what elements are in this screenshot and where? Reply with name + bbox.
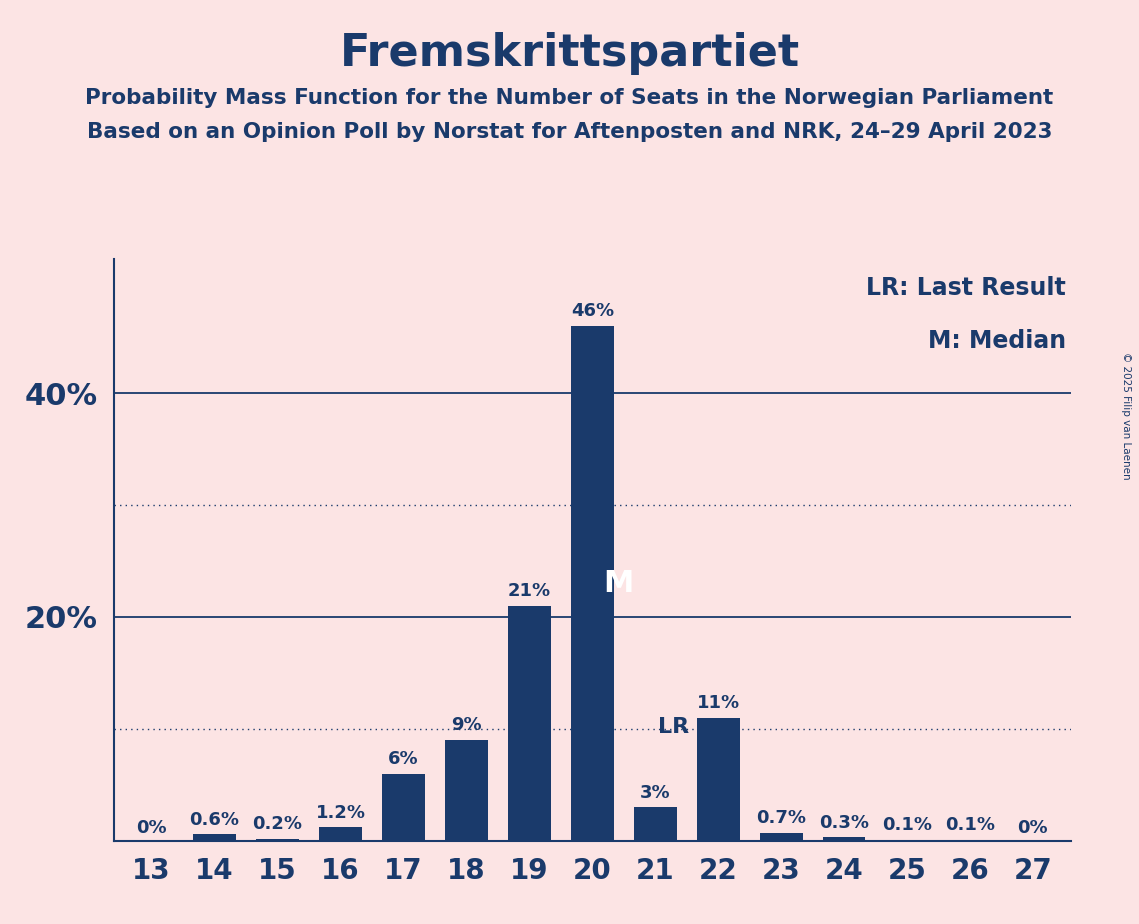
Text: 1.2%: 1.2%	[316, 804, 366, 821]
Bar	[571, 326, 614, 841]
Text: 11%: 11%	[697, 694, 739, 712]
Bar	[382, 773, 425, 841]
Bar	[822, 837, 866, 841]
Bar	[760, 833, 803, 841]
Text: 0%: 0%	[1017, 819, 1048, 837]
Bar	[949, 840, 991, 841]
Text: 0.1%: 0.1%	[882, 816, 932, 834]
Text: LR: LR	[658, 717, 689, 736]
Text: © 2025 Filip van Laenen: © 2025 Filip van Laenen	[1121, 352, 1131, 480]
Bar	[256, 839, 298, 841]
Bar	[508, 606, 551, 841]
Bar	[697, 718, 739, 841]
Bar	[194, 834, 236, 841]
Text: 3%: 3%	[640, 784, 671, 802]
Bar	[445, 740, 487, 841]
Text: LR: Last Result: LR: Last Result	[866, 276, 1066, 300]
Text: 0.2%: 0.2%	[253, 815, 303, 833]
Text: 6%: 6%	[388, 750, 419, 768]
Text: 0%: 0%	[137, 819, 167, 837]
Text: 0.1%: 0.1%	[945, 816, 995, 834]
Bar	[633, 808, 677, 841]
Text: 0.3%: 0.3%	[819, 814, 869, 832]
Text: 21%: 21%	[508, 582, 551, 601]
Text: 0.6%: 0.6%	[189, 810, 239, 829]
Text: Fremskrittspartiet: Fremskrittspartiet	[339, 32, 800, 76]
Text: Based on an Opinion Poll by Norstat for Aftenposten and NRK, 24–29 April 2023: Based on an Opinion Poll by Norstat for …	[87, 122, 1052, 142]
Text: Probability Mass Function for the Number of Seats in the Norwegian Parliament: Probability Mass Function for the Number…	[85, 88, 1054, 108]
Text: M: M	[604, 569, 634, 598]
Text: M: Median: M: Median	[928, 329, 1066, 353]
Bar	[886, 840, 928, 841]
Text: 9%: 9%	[451, 716, 482, 735]
Bar	[319, 827, 362, 841]
Text: 46%: 46%	[571, 302, 614, 321]
Text: 0.7%: 0.7%	[756, 809, 806, 827]
